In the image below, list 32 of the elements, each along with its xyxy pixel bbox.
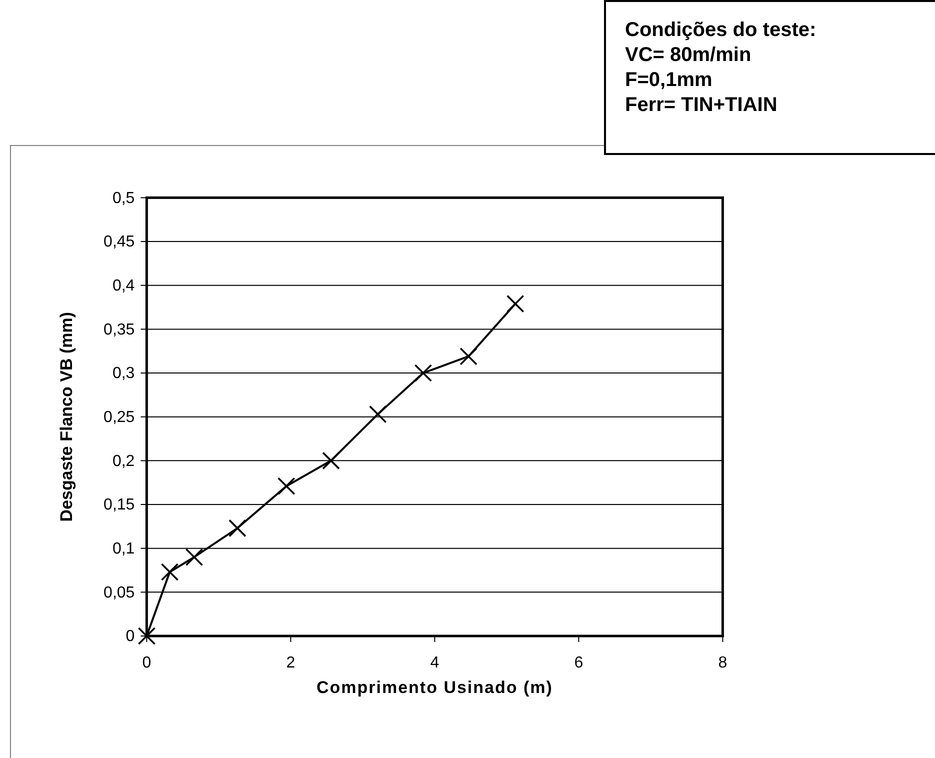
point: [277, 477, 296, 495]
y-tick-label: 0,2: [112, 452, 135, 470]
point: [460, 347, 478, 366]
y-tick-label: 0,15: [104, 496, 135, 514]
y-tick-label: 0,05: [104, 584, 135, 602]
y-tick-label: 0,25: [104, 408, 135, 426]
y-tick-label: 0: [126, 628, 135, 646]
y-tick-label: 0,5: [112, 190, 135, 207]
x-tick-label: 8: [718, 654, 728, 672]
point: [185, 548, 204, 566]
y-tick-label: 0,45: [104, 234, 135, 251]
x-tick-label: 6: [574, 654, 584, 672]
text: Ferr= TIN+TIAIN: [625, 94, 778, 116]
y-tick-label: 0,1: [112, 540, 135, 558]
text: F=0,1mm: [625, 69, 712, 91]
y-tick-label: 0,35: [104, 321, 135, 338]
point: [138, 627, 156, 645]
y-tick-label: 0,4: [112, 277, 135, 294]
point: [160, 563, 179, 581]
text: Condições do teste:: [625, 19, 816, 41]
y-axis-title: Desgaste Flanco VB (mm): [57, 312, 76, 522]
x-tick-label: 4: [430, 654, 440, 672]
point: [414, 364, 432, 382]
point: [506, 294, 524, 313]
x-tick-label: 0: [142, 654, 152, 672]
point: [322, 452, 340, 470]
point: [368, 405, 387, 424]
y-tick-label: 0,3: [112, 365, 135, 382]
x-tick-label: 2: [286, 654, 296, 672]
point: [228, 519, 246, 538]
text: VC= 80m/min: [625, 44, 752, 66]
x-axis-title: Comprimento Usinado (m): [316, 678, 553, 697]
